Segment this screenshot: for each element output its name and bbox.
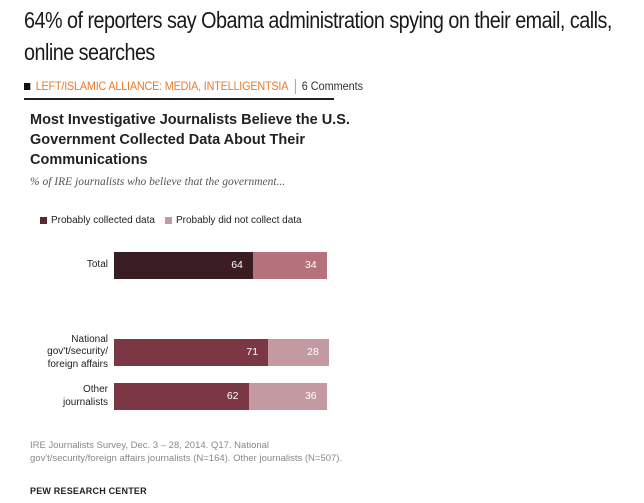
data-label-not-collected: 36 [304,390,317,402]
comments-link[interactable]: 6 Comments [301,79,363,93]
chart-subtitle: % of IRE journalists who believe that th… [30,176,286,188]
chart-legend: Probably collected data Probably did not… [40,215,312,226]
category-label: National gov't/security/foreign affairs [47,333,108,370]
bar-collected [114,383,249,410]
bar-not-collected [252,252,327,279]
square-bullet-icon [24,82,31,90]
data-label-not-collected: 34 [304,259,317,271]
category-label: Other journalists [62,384,108,408]
data-label-not-collected: 28 [307,346,319,358]
category-label: Total [86,259,108,271]
legend-swatch-not-collected [164,217,172,224]
bar-collected [114,339,269,366]
legend-item-collected: Probably collected data [40,215,155,226]
category-link[interactable]: LEFT/ISLAMIC ALLIANCE: MEDIA, INTELLIGEN… [35,79,289,93]
bar-collected [114,252,253,279]
article-headline: 64% of reporters say Obama administratio… [24,7,612,65]
legend-item-not-collected: Probably did not collect data [164,215,302,226]
chart-title: Most Investigative Journalists Believe t… [30,112,350,168]
bar-not-collected [248,383,327,410]
chart-source: PEW RESEARCH CENTER [30,486,147,496]
chart-note: IRE Journalists Survey, Dec. 3 – 28, 201… [30,440,343,464]
data-label-collected: 64 [231,259,243,271]
legend-swatch-collected [40,217,47,224]
data-label-collected: 71 [246,346,259,358]
legend-label-not-collected: Probably did not collect data [175,215,302,226]
meta-divider [294,78,296,94]
legend-label-collected: Probably collected data [51,215,155,226]
header-rule [24,98,334,100]
bar-not-collected [268,339,329,366]
data-label-collected: 62 [226,390,239,402]
article-meta: LEFT/ISLAMIC ALLIANCE: MEDIA, INTELLIGEN… [24,77,363,95]
